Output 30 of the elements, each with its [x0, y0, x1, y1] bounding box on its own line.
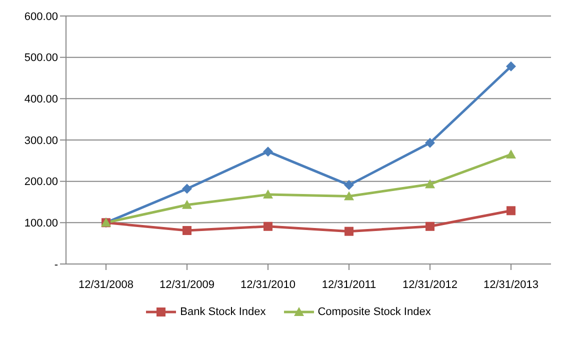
x-tick-label: 12/31/2010: [240, 278, 296, 291]
x-tick-label: 12/31/2008: [78, 278, 134, 291]
point: [344, 180, 354, 190]
point: [182, 226, 192, 236]
legend-label: Composite Stock Index: [318, 306, 431, 318]
point: [506, 206, 516, 216]
point: [264, 222, 272, 231]
y-tick-label: 600.00: [24, 10, 58, 23]
x-tick-label: 12/31/2012: [402, 278, 458, 291]
y-tick-label: 300.00: [24, 134, 58, 147]
point: [506, 61, 516, 72]
point: [425, 179, 435, 188]
y-tick-label: 200.00: [24, 176, 58, 188]
point: [425, 138, 435, 148]
point: [263, 190, 273, 199]
y-tick-label: 400.00: [24, 94, 58, 106]
x-tick-label: 12/31/2013: [483, 278, 539, 291]
y-tick-label: 500.00: [24, 52, 58, 64]
point: [344, 226, 354, 236]
point: [182, 200, 192, 209]
x-tick-label: 12/31/2011: [322, 278, 376, 291]
y-tick-label: 100.00: [24, 218, 58, 230]
point: [506, 149, 516, 158]
point: [263, 146, 273, 157]
point: [182, 184, 192, 194]
y-tick-label: -: [54, 258, 58, 271]
legend-label: Bank Stock Index: [180, 306, 266, 318]
point: [426, 222, 434, 231]
point: [344, 191, 354, 200]
x-tick-label: 12/31/2009: [159, 278, 215, 291]
